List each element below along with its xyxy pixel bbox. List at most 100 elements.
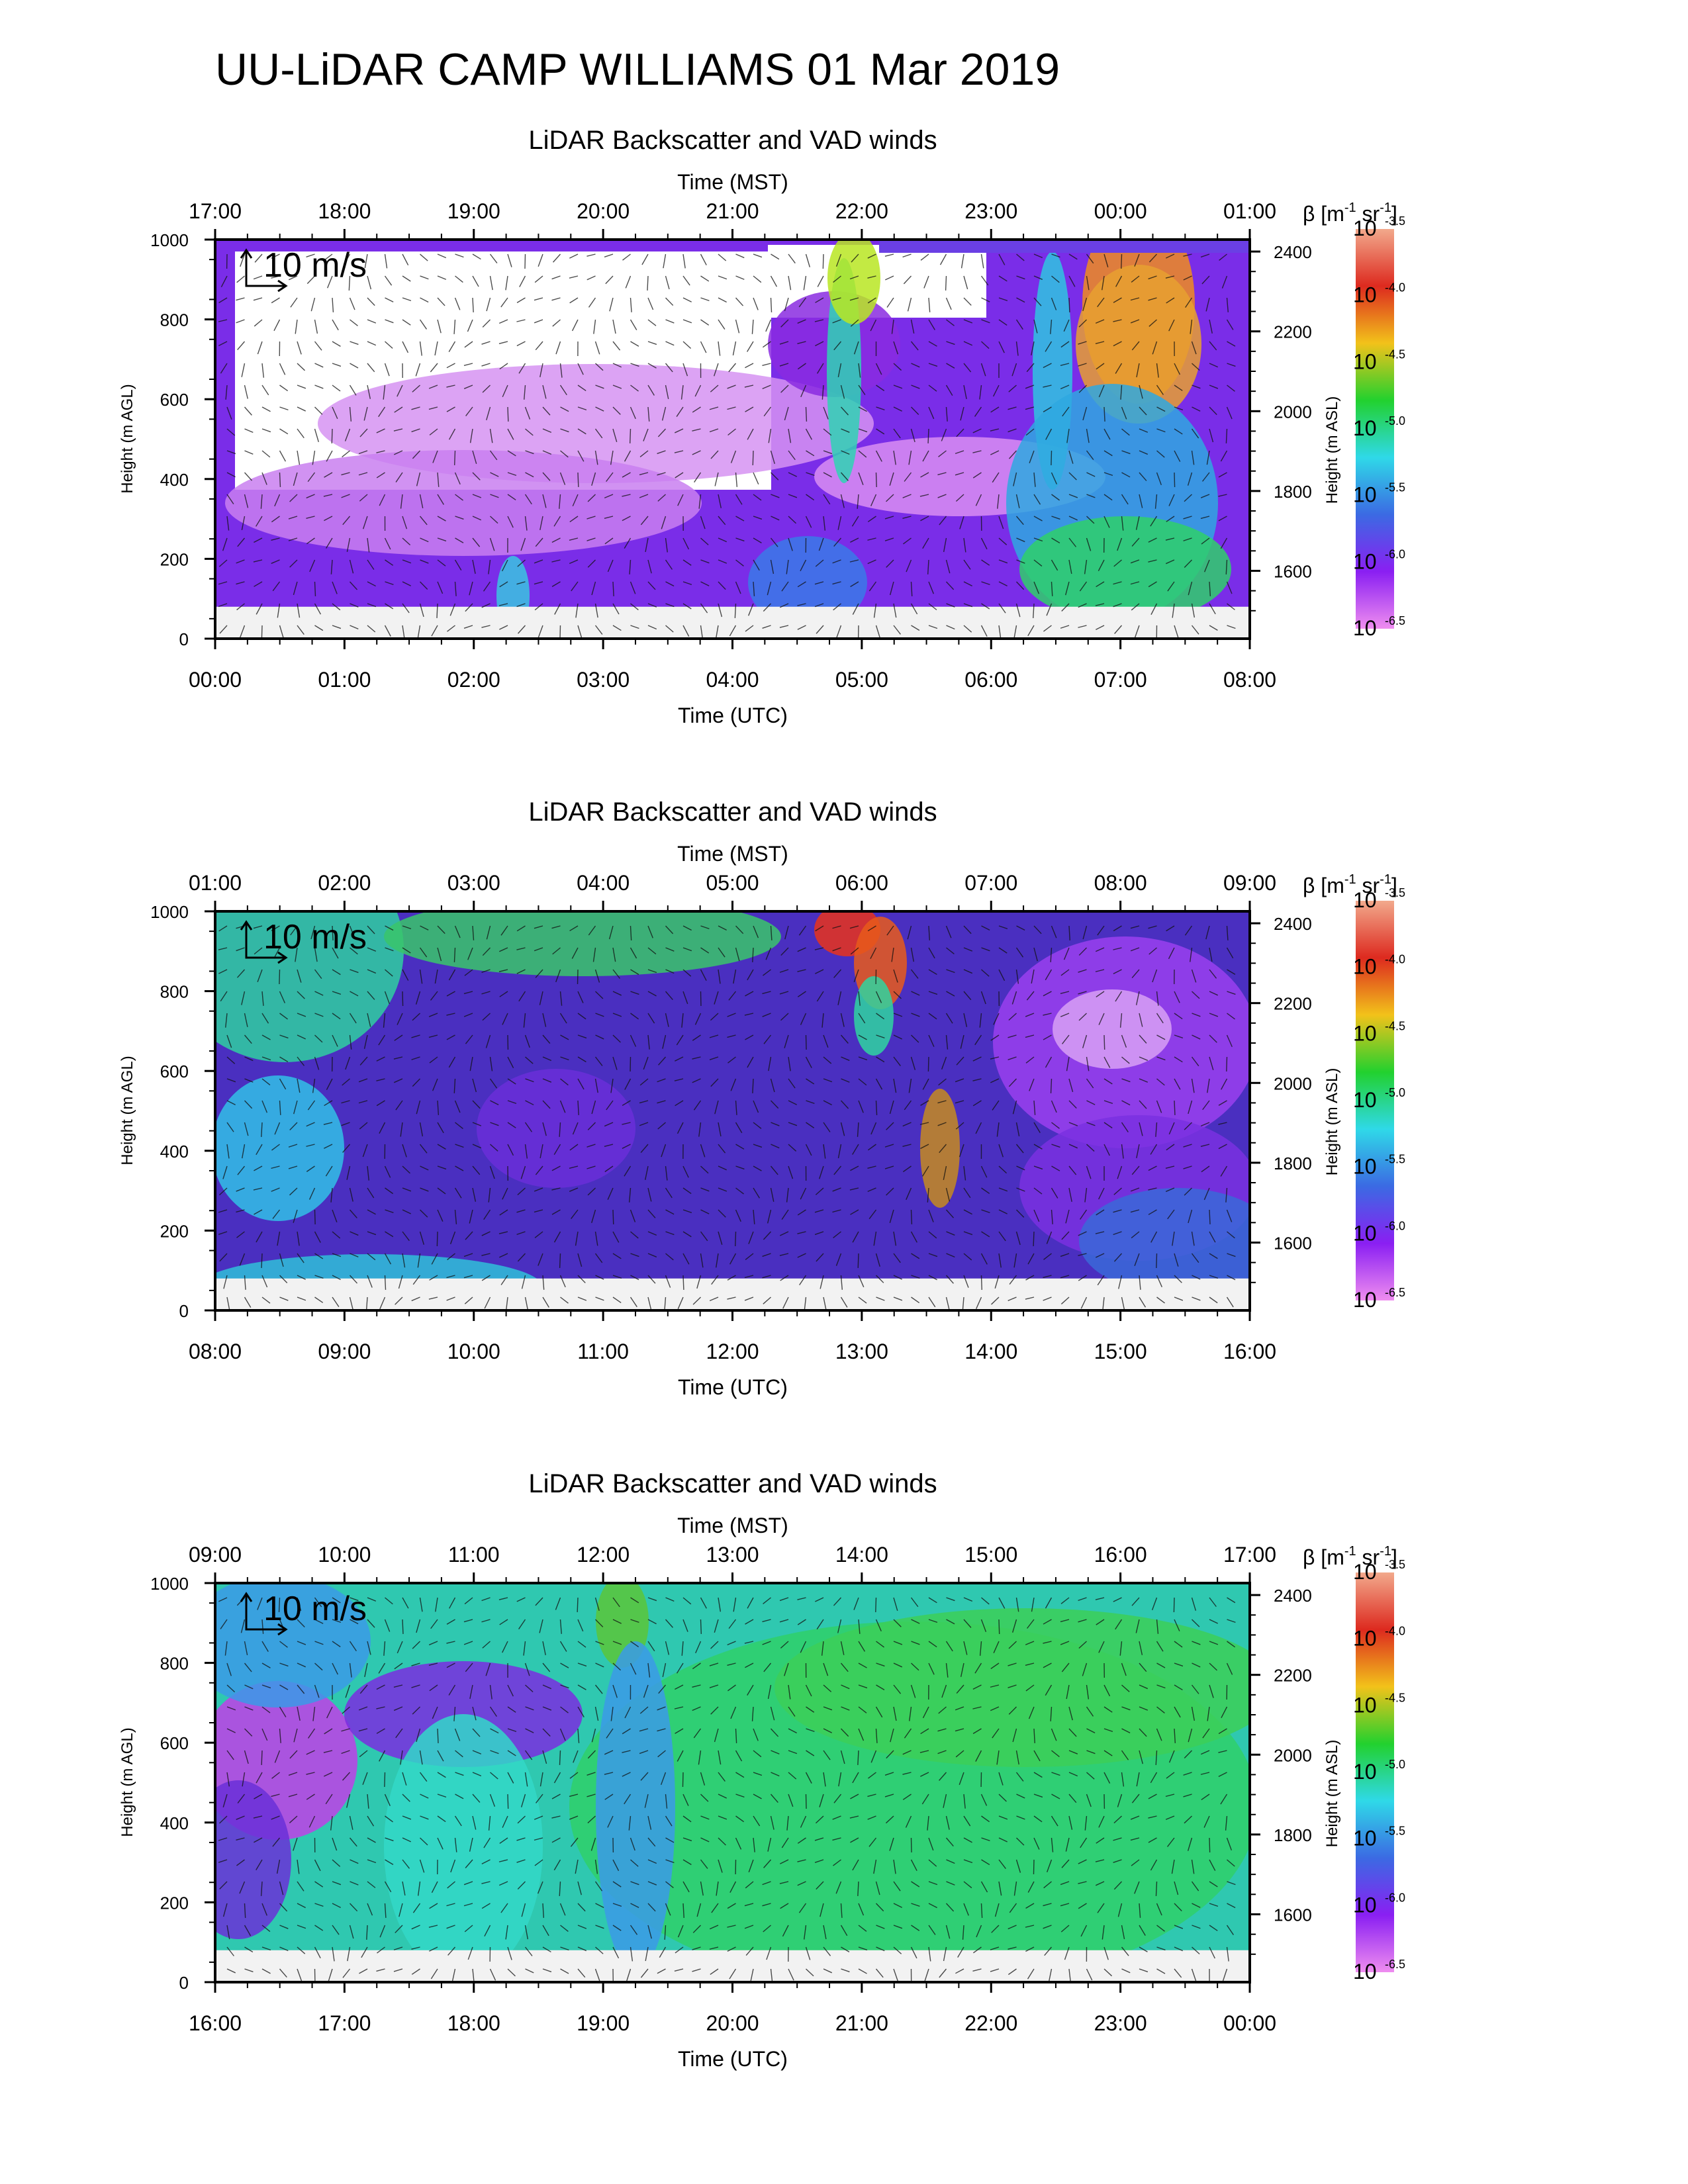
x-top-tick-label-3-4: 13:00 — [706, 1543, 759, 1567]
x-top-tick-label-3-1: 10:00 — [318, 1543, 371, 1567]
x-top-axis-label-2: Time (MST) — [677, 842, 788, 866]
x-bottom-tick-label-1-6: 06:00 — [964, 668, 1017, 692]
field-region-2-0 — [215, 911, 404, 1062]
x-bottom-tick-label-3-5: 21:00 — [835, 2011, 888, 2035]
colorbar-tick-base-2-1: 10 — [1353, 955, 1377, 979]
colorbar-tick-exponent-2-5: -6.0 — [1385, 1219, 1405, 1232]
y-right-tick-label-3-2: 2000 — [1274, 1745, 1312, 1765]
x-top-tick-label-3-0: 09:00 — [189, 1543, 242, 1567]
field-region-1-10 — [1076, 265, 1201, 424]
colorbar-tick-exponent-1-2: -4.5 — [1385, 347, 1405, 361]
field-region-2-12 — [1079, 1188, 1250, 1294]
backscatter-field-2 — [215, 911, 1250, 1310]
colorbar-tick-base-3-4: 10 — [1353, 1827, 1377, 1850]
x-top-tick-label-2-8: 09:00 — [1223, 871, 1276, 895]
field-region-1-3 — [225, 450, 702, 556]
colorbar-tick-exponent-2-6: -6.5 — [1385, 1286, 1405, 1299]
colorbar-tick-base-2-6: 10 — [1353, 1288, 1377, 1312]
page-title: UU-LiDAR CAMP WILLIAMS 01 Mar 2019 — [215, 44, 1060, 95]
colorbar-tick-exponent-2-2: -4.5 — [1385, 1019, 1405, 1032]
x-bottom-tick-label-2-7: 15:00 — [1094, 1340, 1147, 1363]
scale-arrow-label-3: 10 m/s — [263, 1590, 367, 1628]
y-left-tick-label-1-5: 1000 — [150, 230, 189, 250]
ground-gap-band-3 — [215, 1950, 1250, 1982]
x-top-tick-label-2-7: 08:00 — [1094, 871, 1147, 895]
x-top-tick-label-2-2: 03:00 — [447, 871, 500, 895]
y-left-tick-label-3-0: 0 — [179, 1973, 189, 1993]
x-bottom-tick-label-2-2: 10:00 — [447, 1340, 500, 1363]
field-region-1-14 — [748, 536, 867, 629]
scale-arrow-3 — [240, 1592, 288, 1636]
y-left-tick-label-3-4: 800 — [160, 1654, 189, 1674]
colorbar-tick-base-1-0: 10 — [1353, 216, 1377, 240]
colorbar-tick-base-3-2: 10 — [1353, 1693, 1377, 1717]
x-bottom-axis-label-3: Time (UTC) — [678, 2047, 788, 2071]
y-right-axis-label-3: Height (m ASL) — [1323, 1740, 1341, 1848]
x-bottom-tick-label-1-0: 00:00 — [189, 668, 242, 692]
chart-panel-2: LiDAR Backscatter and VAD winds Time (MST… — [0, 672, 1688, 1420]
colorbar-tick-exponent-1-0: -3.5 — [1385, 214, 1405, 228]
y-left-tick-label-2-1: 200 — [160, 1221, 189, 1241]
x-bottom-tick-label-3-6: 22:00 — [964, 2011, 1017, 2035]
colorbar-tick-exponent-3-5: -6.0 — [1385, 1891, 1405, 1904]
colorbar-tick-exponent-1-3: -5.0 — [1385, 414, 1405, 428]
field-region-1-15 — [879, 240, 1250, 253]
x-top-tick-label-2-6: 07:00 — [964, 871, 1017, 895]
chart-panel-1: LiDAR Backscatter and VAD winds Time (MST… — [0, 0, 1688, 748]
field-region-2-10 — [1053, 989, 1172, 1069]
x-bottom-tick-label-2-5: 13:00 — [835, 1340, 888, 1363]
x-top-tick-label-3-6: 15:00 — [964, 1543, 1017, 1567]
x-top-tick-label-2-3: 04:00 — [577, 871, 630, 895]
x-top-axis-label-1: Time (MST) — [677, 170, 788, 194]
field-region-3-3 — [215, 1583, 371, 1707]
y-left-tick-label-3-3: 600 — [160, 1733, 189, 1753]
colorbar-tick-exponent-3-1: -4.0 — [1385, 1625, 1405, 1638]
x-top-tick-label-1-4: 21:00 — [706, 199, 759, 223]
vad-wind-vectors-3 — [218, 1597, 1236, 1982]
colorbar-tick-exponent-3-3: -5.0 — [1385, 1758, 1405, 1771]
field-region-1-7 — [827, 240, 880, 324]
colorbar-tick-base-1-4: 10 — [1353, 483, 1377, 507]
x-bottom-tick-label-1-1: 01:00 — [318, 668, 371, 692]
field-region-3-1 — [215, 1780, 291, 1939]
y-left-tick-label-2-3: 600 — [160, 1062, 189, 1081]
colorbar-unit-label-1: β [m-1 sr-1] — [1303, 201, 1397, 226]
colorbar-tick-exponent-3-4: -5.5 — [1385, 1825, 1405, 1838]
y-right-tick-label-2-4: 2400 — [1274, 914, 1312, 934]
colorbar-tick-exponent-2-1: -4.0 — [1385, 953, 1405, 966]
x-top-tick-label-1-6: 23:00 — [964, 199, 1017, 223]
x-top-axis-label-3: Time (MST) — [677, 1514, 788, 1537]
colorbar-tick-exponent-2-0: -3.5 — [1385, 886, 1405, 899]
colorbar-tick-base-1-1: 10 — [1353, 283, 1377, 307]
colorbar-tick-base-2-0: 10 — [1353, 888, 1377, 912]
x-top-tick-label-3-3: 12:00 — [577, 1543, 630, 1567]
vad-wind-vectors-1 — [218, 253, 1236, 639]
y-left-tick-label-3-1: 200 — [160, 1893, 189, 1913]
field-region-3-8 — [596, 1641, 675, 1972]
x-top-tick-label-1-2: 19:00 — [447, 199, 500, 223]
x-bottom-tick-label-2-6: 14:00 — [964, 1340, 1017, 1363]
x-bottom-tick-label-1-3: 03:00 — [577, 668, 630, 692]
backscatter-field-3 — [215, 1583, 1250, 1982]
x-bottom-tick-label-1-4: 04:00 — [706, 668, 759, 692]
y-right-tick-label-3-1: 1800 — [1274, 1825, 1312, 1845]
y-left-axis-label-3: Height (m AGL) — [118, 1727, 136, 1837]
x-top-tick-label-2-1: 02:00 — [318, 871, 371, 895]
chart-svg-2: LiDAR Backscatter and VAD winds Time (MST… — [118, 797, 1405, 1399]
ground-gap-band-1 — [215, 606, 1250, 639]
scale-arrow-label-2: 10 m/s — [263, 918, 367, 956]
colorbar-tick-base-3-3: 10 — [1353, 1760, 1377, 1784]
x-bottom-tick-label-3-7: 23:00 — [1094, 2011, 1147, 2035]
colorbar-1 — [1356, 229, 1394, 629]
x-bottom-tick-label-3-4: 20:00 — [706, 2011, 759, 2035]
y-left-tick-label-1-4: 800 — [160, 310, 189, 330]
colorbar-tick-exponent-2-3: -5.0 — [1385, 1086, 1405, 1099]
y-right-tick-label-3-3: 2200 — [1274, 1666, 1312, 1686]
field-region-2-1 — [215, 1075, 344, 1221]
field-region-1-12 — [1019, 516, 1231, 622]
colorbar-tick-base-1-2: 10 — [1353, 349, 1377, 373]
y-right-tick-label-3-0: 1600 — [1274, 1905, 1312, 1925]
x-bottom-tick-label-2-4: 12:00 — [706, 1340, 759, 1363]
colorbar-tick-exponent-1-4: -5.5 — [1385, 481, 1405, 494]
x-top-tick-label-1-0: 17:00 — [189, 199, 242, 223]
